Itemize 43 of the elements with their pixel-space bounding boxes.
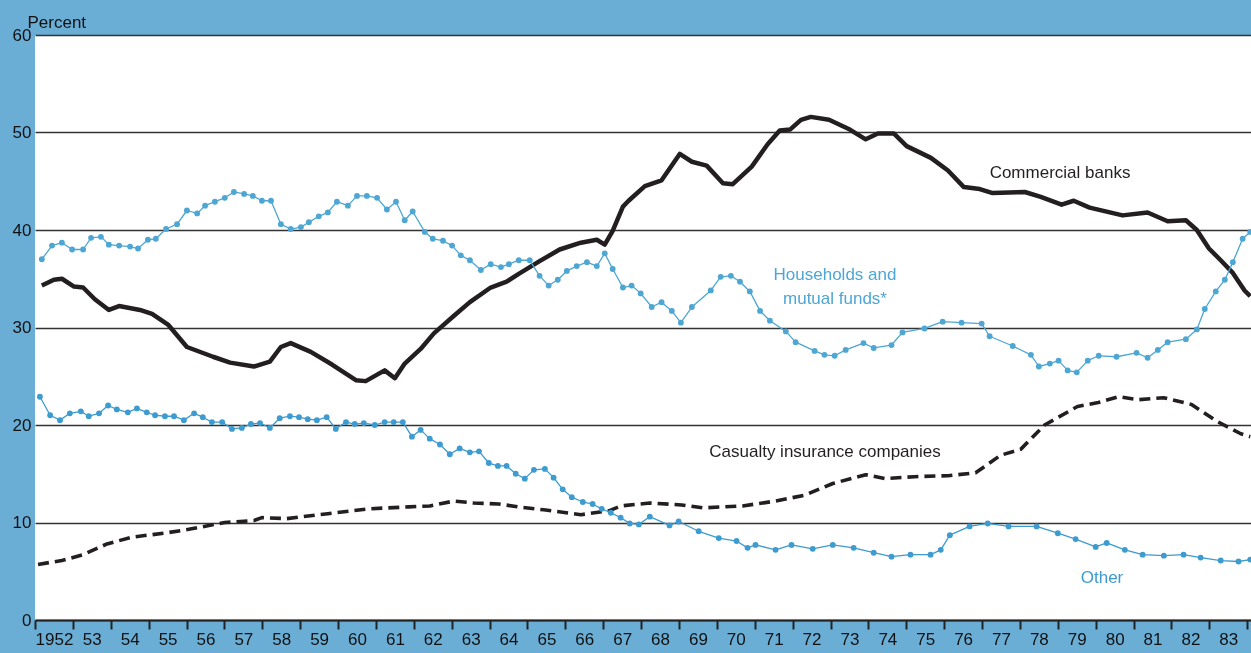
x-tick-label: 69	[688, 629, 708, 649]
y-tick-label: 30	[12, 318, 32, 337]
y-tick-label: 0	[22, 610, 32, 630]
x-tick-label: 58	[272, 629, 292, 649]
x-tick-label: 79	[1067, 629, 1087, 649]
series-label: Casualty insurance companies	[709, 442, 941, 461]
x-tick-label: 56	[196, 629, 216, 649]
x-tick-label: 54	[120, 629, 140, 649]
x-tick-label: 73	[840, 629, 860, 649]
x-tick-label: 61	[385, 629, 405, 649]
x-tick-label: 76	[954, 629, 974, 649]
x-tick-label: 68	[651, 629, 671, 649]
x-tick-label: 60	[348, 629, 367, 649]
x-tick-label: 55	[158, 629, 178, 649]
x-tick-label: 57	[234, 629, 254, 649]
y-tick-label: 40	[12, 220, 32, 240]
x-tick-label: 82	[1181, 629, 1201, 649]
x-tick-label: 63	[461, 629, 481, 649]
x-tick-label: 66	[575, 629, 595, 649]
series-label: Households and mutual funds*	[773, 265, 897, 308]
x-tick-label: 72	[802, 629, 822, 649]
series-label: Other	[1080, 568, 1124, 587]
y-tick-label: 20	[12, 415, 32, 435]
x-tick-label: 53	[82, 629, 102, 649]
x-tick-label: 80	[1105, 629, 1125, 649]
series-label: Commercial banks	[989, 163, 1131, 182]
x-tick-label: 81	[1143, 629, 1163, 649]
x-tick-label: 75	[916, 629, 936, 649]
x-tick-label: 65	[537, 629, 557, 649]
line-series	[39, 114, 1251, 384]
y-tick-label: 50	[12, 123, 32, 142]
x-tick-label: 59	[310, 629, 330, 649]
x-tick-label: 71	[764, 629, 784, 649]
x-tick-label: 70	[726, 629, 746, 649]
x-tick-label: 64	[499, 629, 519, 649]
x-tick-label: 78	[1029, 629, 1049, 649]
x-tick-label: 74	[878, 629, 898, 649]
x-tick-label: 83	[1219, 629, 1239, 649]
y-tick-label: 10	[12, 513, 32, 532]
x-tick-label: 67	[613, 629, 633, 649]
x-tick-label: 1952	[35, 629, 74, 649]
x-tick-label: 77	[992, 629, 1011, 649]
x-tick-label: 62	[423, 629, 443, 649]
